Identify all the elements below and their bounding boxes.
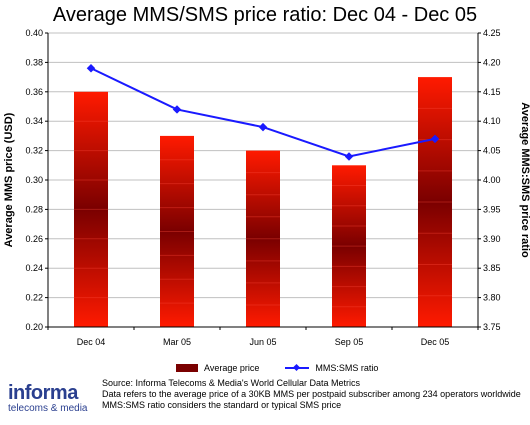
left-tick-label: 0.38 — [25, 57, 43, 67]
right-tick-label: 3.85 — [483, 263, 501, 273]
chart-legend: Average price MMS:SMS ratio — [176, 363, 378, 373]
x-tick-label: Jun 05 — [249, 337, 276, 347]
chart-canvas: 0.20 0.22 0.24 0.26 0.28 0.30 0.32 0.34 0.36 0.38… — [3, 28, 530, 347]
left-tick-label: 0.30 — [25, 175, 43, 185]
y-axis-right-title: Average MMS:SMS price ratio — [519, 102, 530, 258]
right-tick-label: 3.80 — [483, 293, 501, 303]
ratio-point — [430, 134, 440, 144]
right-tick-label: 4.25 — [483, 28, 501, 38]
bar-average-price — [74, 91, 108, 327]
right-tick-label: 3.95 — [483, 204, 501, 214]
legend-swatch-ratio — [285, 364, 310, 372]
right-tick-label: 3.75 — [483, 322, 501, 332]
ratio-note: MMS:SMS ratio considers the standard or … — [102, 400, 342, 410]
bar-average-price — [160, 135, 194, 327]
chart-title: Average MMS/SMS price ratio: Dec 04 - De… — [52, 4, 478, 26]
bar-average-price — [332, 165, 366, 327]
right-tick-label: 4.20 — [483, 57, 501, 67]
ratio-point — [172, 105, 182, 114]
x-tick-label: Sep 05 — [335, 337, 364, 347]
logo-main-text: informa — [8, 382, 78, 404]
right-tick-label: 4.15 — [483, 87, 501, 97]
left-tick-label: 0.28 — [25, 204, 43, 214]
left-tick-label: 0.40 — [25, 28, 43, 38]
ratio-point — [86, 64, 96, 73]
right-tick-label: 4.10 — [483, 116, 501, 126]
y-axis-left-title: Average MMS price (USD) — [3, 112, 15, 247]
left-tick-label: 0.24 — [25, 263, 43, 273]
bar-average-price — [418, 77, 452, 327]
source-note: Source: Informa Telecoms & Media's World… — [102, 378, 360, 388]
right-tick-label: 4.00 — [483, 175, 501, 185]
left-tick-label: 0.26 — [25, 234, 43, 244]
chart-notes: Source: Informa Telecoms & Media's World… — [102, 378, 522, 411]
legend-label-average-price: Average price — [204, 363, 260, 373]
x-tick-label: Dec 04 — [77, 337, 106, 347]
left-tick-label: 0.34 — [25, 116, 43, 126]
x-tick-label: Mar 05 — [163, 337, 191, 347]
right-tick-label: 3.90 — [483, 234, 501, 244]
bar-average-price — [246, 150, 280, 327]
left-tick-label: 0.32 — [25, 146, 43, 156]
left-tick-label: 0.36 — [25, 87, 43, 97]
left-tick-label: 0.20 — [25, 322, 43, 332]
informa-logo: informa telecoms & media — [8, 383, 87, 414]
ratio-point — [258, 122, 268, 132]
left-tick-label: 0.22 — [25, 293, 43, 303]
legend-label-ratio: MMS:SMS ratio — [315, 363, 379, 373]
right-tick-label: 4.05 — [483, 146, 501, 156]
legend-swatch-average-price — [176, 364, 198, 372]
data-note: Data refers to the average price of a 30… — [102, 389, 521, 399]
x-tick-label: Dec 05 — [421, 337, 450, 347]
ratio-point — [344, 152, 354, 161]
logo-sub-text: telecoms & media — [8, 403, 88, 414]
